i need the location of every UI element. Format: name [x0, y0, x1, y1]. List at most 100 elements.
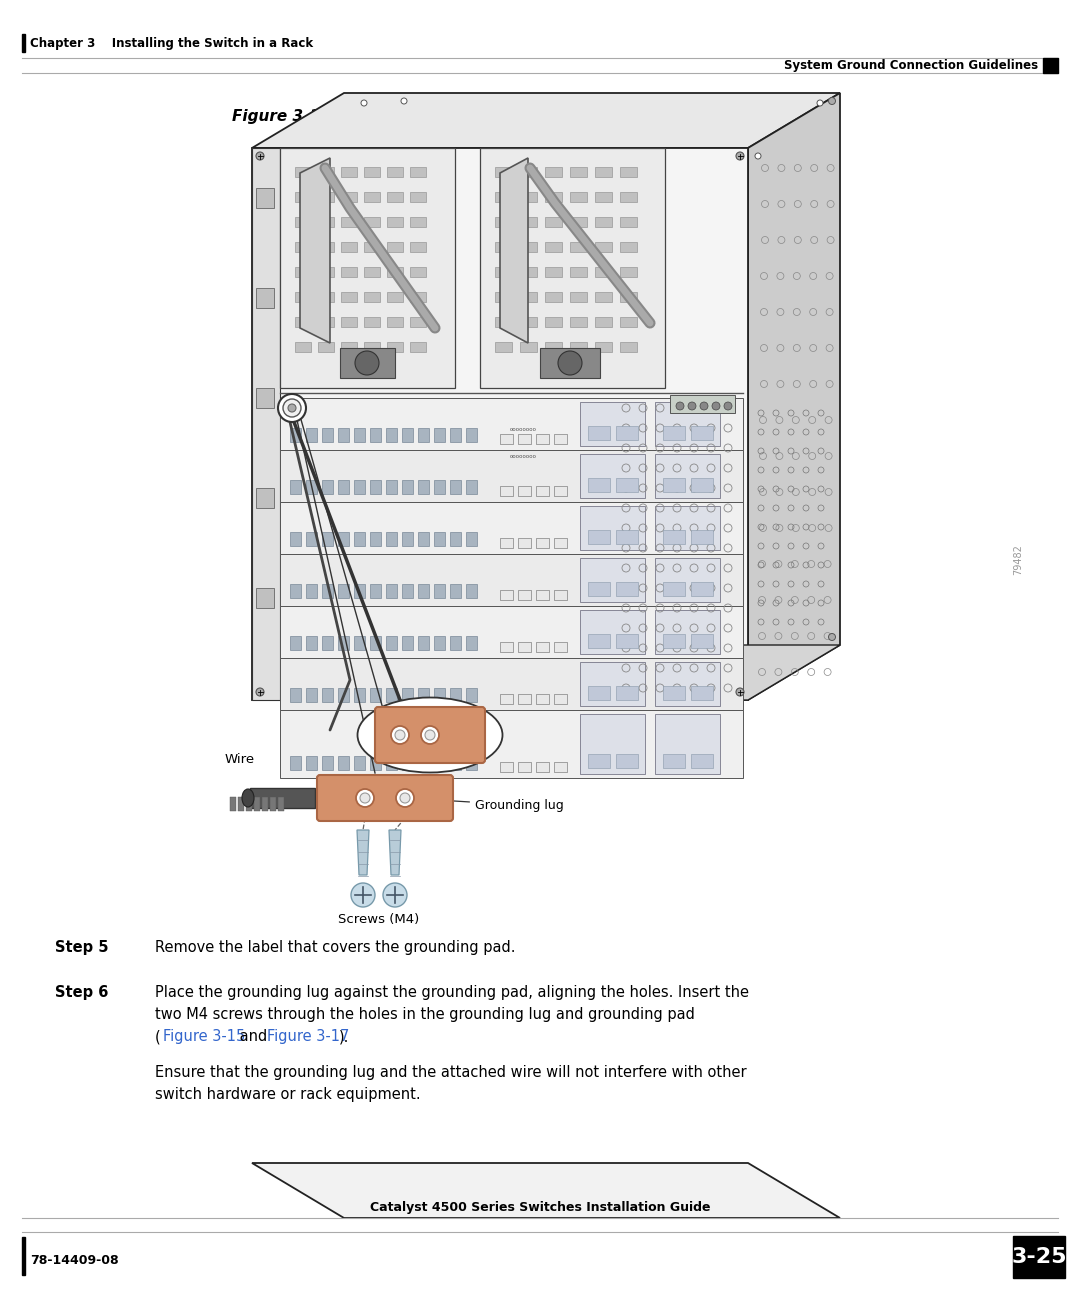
- Bar: [338, 756, 349, 770]
- Bar: [256, 187, 274, 208]
- Bar: [495, 342, 512, 351]
- Bar: [364, 191, 380, 202]
- Text: Step 6: Step 6: [55, 985, 108, 1000]
- Bar: [545, 243, 562, 252]
- Bar: [434, 756, 445, 770]
- Bar: [545, 267, 562, 277]
- Bar: [519, 342, 537, 351]
- Bar: [295, 292, 311, 302]
- Bar: [554, 590, 567, 600]
- Bar: [280, 399, 743, 450]
- Bar: [387, 166, 403, 177]
- Bar: [354, 756, 365, 770]
- Text: Step 5: Step 5: [55, 940, 108, 954]
- FancyBboxPatch shape: [375, 707, 485, 763]
- Bar: [370, 688, 381, 701]
- Text: Grounding lug: Grounding lug: [408, 798, 564, 812]
- Circle shape: [256, 152, 264, 160]
- Text: oooooooo: oooooooo: [510, 454, 537, 459]
- Bar: [519, 218, 537, 227]
- Bar: [536, 538, 549, 548]
- Bar: [280, 606, 743, 658]
- Bar: [570, 166, 588, 177]
- Bar: [295, 317, 311, 326]
- Bar: [570, 267, 588, 277]
- Circle shape: [288, 404, 296, 412]
- Bar: [280, 148, 455, 388]
- Bar: [663, 754, 685, 768]
- Bar: [500, 538, 513, 548]
- Bar: [256, 288, 274, 308]
- Bar: [402, 688, 413, 701]
- Bar: [387, 218, 403, 227]
- Circle shape: [735, 688, 744, 696]
- Circle shape: [421, 726, 438, 745]
- Bar: [370, 636, 381, 650]
- Bar: [588, 582, 610, 597]
- Circle shape: [688, 402, 696, 410]
- Bar: [540, 347, 600, 378]
- Bar: [306, 583, 318, 598]
- Text: Catalyst 4500 Series Switches Installation Guide: Catalyst 4500 Series Switches Installati…: [369, 1201, 711, 1214]
- Bar: [620, 243, 637, 252]
- Bar: [691, 426, 713, 440]
- Bar: [588, 754, 610, 768]
- Text: Chapter 3    Installing the Switch in a Rack: Chapter 3 Installing the Switch in a Rac…: [30, 38, 313, 51]
- Bar: [306, 636, 318, 650]
- Bar: [341, 317, 357, 326]
- Bar: [387, 317, 403, 326]
- Bar: [518, 486, 531, 496]
- Bar: [410, 243, 426, 252]
- Bar: [545, 191, 562, 202]
- Bar: [295, 218, 311, 227]
- Circle shape: [351, 884, 375, 907]
- Bar: [354, 532, 365, 545]
- Bar: [616, 426, 638, 440]
- Bar: [434, 427, 445, 442]
- Bar: [545, 166, 562, 177]
- Text: ).: ).: [339, 1029, 349, 1044]
- Bar: [554, 538, 567, 548]
- Bar: [616, 686, 638, 700]
- Bar: [588, 479, 610, 492]
- Bar: [291, 480, 301, 494]
- Bar: [256, 388, 274, 408]
- Bar: [654, 454, 720, 498]
- Bar: [500, 642, 513, 652]
- Bar: [322, 480, 333, 494]
- Bar: [545, 317, 562, 326]
- Text: Wire: Wire: [225, 753, 255, 766]
- Bar: [318, 267, 334, 277]
- Bar: [322, 688, 333, 701]
- Bar: [322, 756, 333, 770]
- Bar: [545, 218, 562, 227]
- Bar: [554, 486, 567, 496]
- Bar: [620, 218, 637, 227]
- Bar: [386, 756, 397, 770]
- Bar: [262, 797, 268, 812]
- Bar: [588, 635, 610, 648]
- Bar: [450, 688, 461, 701]
- Bar: [663, 582, 685, 597]
- Circle shape: [400, 793, 410, 804]
- Bar: [519, 166, 537, 177]
- Bar: [654, 402, 720, 446]
- Bar: [595, 191, 612, 202]
- Polygon shape: [252, 645, 840, 700]
- Bar: [554, 762, 567, 772]
- Bar: [318, 317, 334, 326]
- Bar: [364, 218, 380, 227]
- Bar: [434, 480, 445, 494]
- Bar: [450, 427, 461, 442]
- Bar: [291, 583, 301, 598]
- Bar: [410, 317, 426, 326]
- Bar: [341, 218, 357, 227]
- Bar: [418, 480, 429, 494]
- Bar: [354, 583, 365, 598]
- Bar: [450, 480, 461, 494]
- Bar: [341, 267, 357, 277]
- Bar: [386, 427, 397, 442]
- Bar: [450, 756, 461, 770]
- Bar: [338, 480, 349, 494]
- Bar: [386, 636, 397, 650]
